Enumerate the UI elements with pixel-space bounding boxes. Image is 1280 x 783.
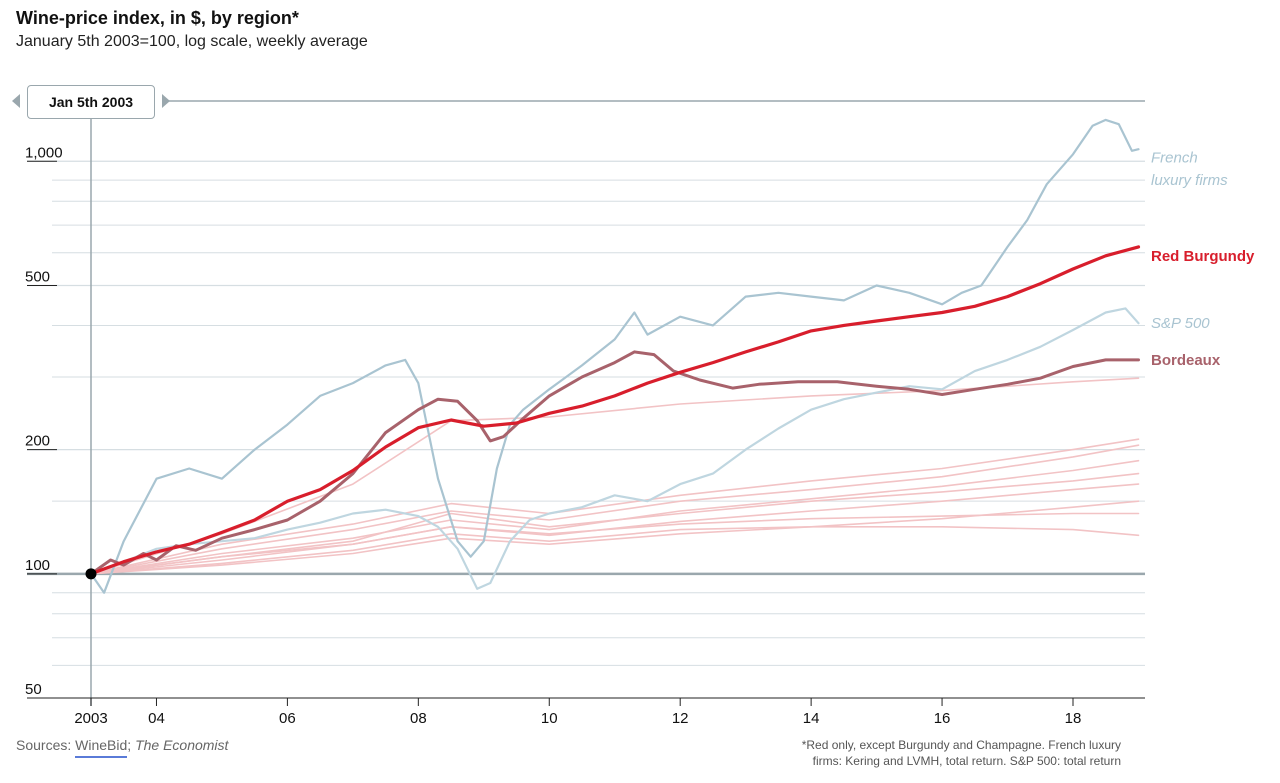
- x-tick-label: 14: [803, 710, 820, 727]
- series-label: Red Burgundy: [1151, 248, 1255, 265]
- other-region-line: [90, 377, 1140, 575]
- y-tick-label: 200: [25, 433, 50, 450]
- y-tick-label: 50: [25, 681, 42, 698]
- footnote: *Red only, except Burgundy and Champagne…: [802, 737, 1121, 769]
- other-region-line: [90, 526, 1140, 575]
- x-tick-label: 08: [410, 710, 427, 727]
- series-labels: French luxury firms Red Burgundy S&P 500 Bor…: [1151, 150, 1255, 369]
- sources: Sources: WineBid; The Economist: [16, 737, 229, 758]
- series-label: French: [1151, 150, 1198, 167]
- other-region-line: [90, 438, 1140, 575]
- bordeaux-line: [89, 350, 1140, 576]
- start-point-marker: [85, 568, 97, 580]
- series-label: S&P 500: [1151, 315, 1210, 332]
- chart-title: Wine-price index, in $, by region*: [16, 8, 299, 28]
- chart-subtitle: January 5th 2003=100, log scale, weekly …: [16, 33, 368, 50]
- x-tick-label: 06: [279, 710, 296, 727]
- other-region-line: [90, 512, 1140, 575]
- other-region-line: [90, 472, 1140, 575]
- x-tick-label: 04: [148, 710, 165, 727]
- other-region-line: [90, 500, 1140, 575]
- other-region-line: [90, 444, 1140, 575]
- slider-right-arrow-icon[interactable]: [162, 94, 170, 108]
- x-tick-label: 12: [672, 710, 689, 727]
- red-burgundy-line: [89, 245, 1141, 576]
- x-tick-label: 2003: [74, 710, 107, 727]
- sources-separator: ;: [127, 737, 132, 753]
- source-winebid-link[interactable]: WineBid: [75, 737, 128, 758]
- y-tick-label: 100: [25, 557, 50, 574]
- french-luxury-line: [89, 118, 1140, 594]
- y-tick-label: 500: [25, 268, 50, 285]
- slider-left-arrow-icon[interactable]: [12, 94, 20, 108]
- y-axis-labels: 1,000 500 200 100 50: [25, 144, 63, 698]
- y-tick-label: 1,000: [25, 144, 63, 161]
- footnote-line-1: *Red only, except Burgundy and Champagne…: [801, 738, 1121, 752]
- x-tick-label: 18: [1065, 710, 1082, 727]
- x-tick-label: 16: [934, 710, 951, 727]
- series-lines: [85, 118, 1141, 594]
- series-label: luxury firms: [1151, 172, 1228, 189]
- sources-label: Sources:: [16, 737, 72, 753]
- source-economist: The Economist: [135, 737, 229, 753]
- x-tick-label: 10: [541, 710, 558, 727]
- date-slider-handle[interactable]: Jan 5th 2003: [27, 85, 155, 119]
- x-axis: 2003 04 06 08 10 12 14 16 18: [27, 697, 1145, 727]
- sp500-line: [89, 307, 1140, 590]
- footnote-line-2: firms: Kering and LVMH, total return. S&…: [812, 754, 1121, 768]
- series-label: Bordeaux: [1151, 352, 1221, 369]
